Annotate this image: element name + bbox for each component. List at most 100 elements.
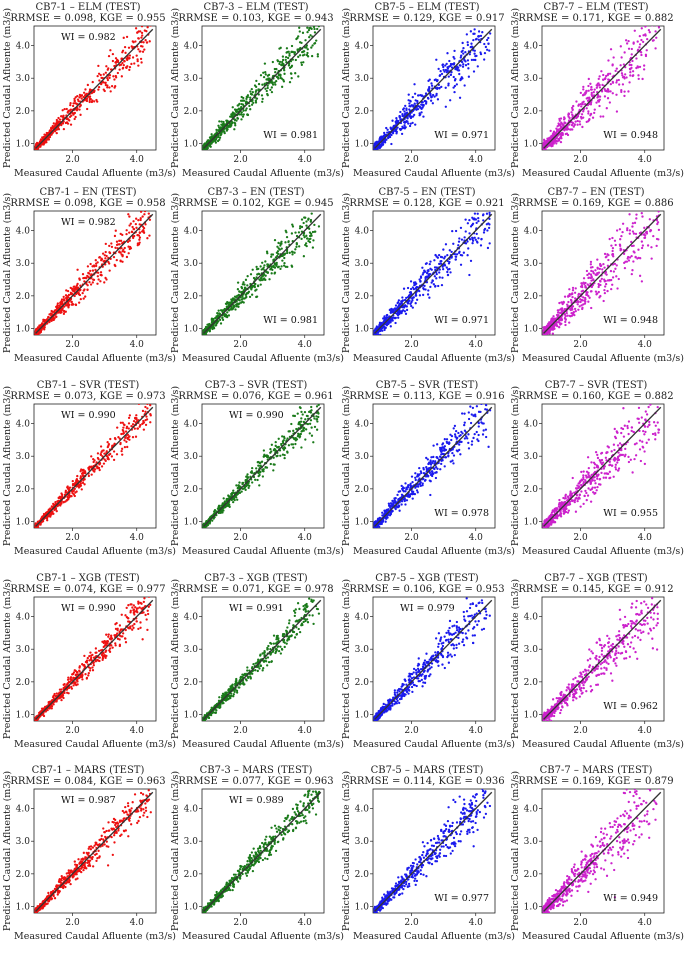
y-tick-label: 3.0	[16, 259, 31, 269]
scatter-point	[609, 269, 613, 273]
scatter-point	[286, 251, 289, 255]
scatter-point	[598, 86, 602, 89]
scatter-point	[640, 51, 643, 54]
scatter-point	[631, 230, 635, 233]
scatter-point	[398, 302, 402, 305]
scatter-point	[47, 131, 50, 135]
scatter-point	[438, 268, 441, 271]
scatter-point	[605, 74, 608, 78]
scatter-point	[408, 102, 411, 105]
scatter-point	[446, 254, 449, 257]
scatter-point	[127, 57, 131, 60]
scatter-point	[610, 244, 613, 247]
scatter-point	[468, 273, 471, 277]
scatter-point	[138, 241, 141, 244]
scatter-point	[288, 251, 291, 254]
x-tick-label: 2.0	[573, 340, 588, 350]
scatter-point	[563, 295, 567, 298]
scatter-point	[557, 309, 560, 312]
scatter-point	[414, 302, 417, 305]
scatter-point	[557, 129, 560, 132]
scatter-point	[302, 221, 305, 225]
scatter-point	[572, 125, 575, 128]
scatter-point	[116, 71, 120, 75]
y-tick-label: 4.0	[184, 227, 199, 237]
scatter-point	[47, 315, 50, 319]
scatter-point	[606, 289, 609, 293]
scatter-point	[394, 304, 398, 307]
scatter-point	[224, 313, 228, 316]
y-tick-label: 4.0	[184, 42, 199, 52]
scatter-point	[627, 47, 631, 50]
scatter-point	[576, 123, 579, 126]
scatter-point	[82, 297, 85, 300]
scatter-point	[74, 115, 77, 119]
scatter-point	[440, 85, 443, 89]
scatter-point	[438, 271, 441, 274]
scatter-point	[643, 236, 647, 239]
scatter-point	[401, 114, 404, 118]
scatter-point	[305, 224, 308, 227]
scatter-point	[88, 100, 91, 104]
panel-metrics: RRMSE = 0.128, KGE = 0.921	[349, 198, 505, 209]
scatter-point	[288, 54, 291, 57]
scatter-point	[242, 301, 245, 304]
scatter-point	[622, 252, 626, 255]
scatter-point	[414, 294, 417, 297]
scatter-point	[606, 97, 610, 100]
scatter-point	[383, 133, 386, 136]
scatter-point	[608, 279, 611, 282]
scatter-point	[636, 65, 639, 68]
scatter-point	[246, 113, 249, 116]
scatter-point	[259, 265, 262, 268]
scatter-point	[433, 259, 436, 262]
scatter-point	[543, 149, 546, 150]
scatter-point	[81, 291, 84, 295]
scatter-point	[646, 37, 649, 41]
scatter-point	[278, 248, 281, 251]
scatter-point	[254, 289, 257, 292]
scatter-point	[637, 248, 640, 251]
scatter-point	[298, 30, 301, 33]
scatter-point	[316, 27, 319, 31]
scatter-point	[130, 230, 134, 233]
scatter-point	[215, 323, 218, 326]
scatter-panel-cb7-1-en: CB7-1 – EN (TEST) RRMSE = 0.098, KGE = 0.…	[2, 187, 176, 372]
scatter-point	[590, 91, 593, 95]
scatter-point	[448, 267, 451, 271]
scatter-point	[139, 218, 142, 222]
scatter-point	[463, 84, 466, 87]
scatter-point	[453, 49, 456, 53]
scatter-point	[117, 436, 120, 439]
scatter-point	[216, 314, 219, 317]
scatter-point	[578, 123, 582, 126]
scatter-point	[599, 115, 602, 118]
scatter-point	[571, 108, 574, 112]
scatter-point	[564, 132, 567, 136]
scatter-point	[602, 115, 605, 118]
wi-annotation: WI = 0.948	[603, 315, 658, 326]
scatter-point	[475, 54, 478, 57]
scatter-point	[484, 45, 488, 49]
scatter-point	[437, 284, 440, 288]
plot-frame	[372, 25, 496, 151]
scatter-point	[597, 271, 601, 274]
scatter-point	[302, 234, 305, 237]
scatter-point	[259, 74, 263, 77]
scatter-point	[261, 83, 264, 86]
scatter-point	[402, 287, 406, 290]
scatter-point	[594, 273, 597, 276]
scatter-point	[435, 277, 438, 280]
scatter-point	[244, 293, 248, 296]
scatter-point	[615, 229, 619, 232]
scatter-point	[558, 321, 561, 324]
scatter-point	[271, 268, 274, 272]
scatter-point	[50, 319, 53, 323]
scatter-point	[126, 445, 129, 449]
wi-annotation: WI = 0.971	[434, 130, 489, 141]
scatter-point	[146, 407, 149, 410]
scatter-point	[297, 231, 301, 234]
scatter-point	[589, 112, 593, 116]
scatter-point	[115, 258, 118, 262]
scatter-point	[137, 234, 141, 237]
